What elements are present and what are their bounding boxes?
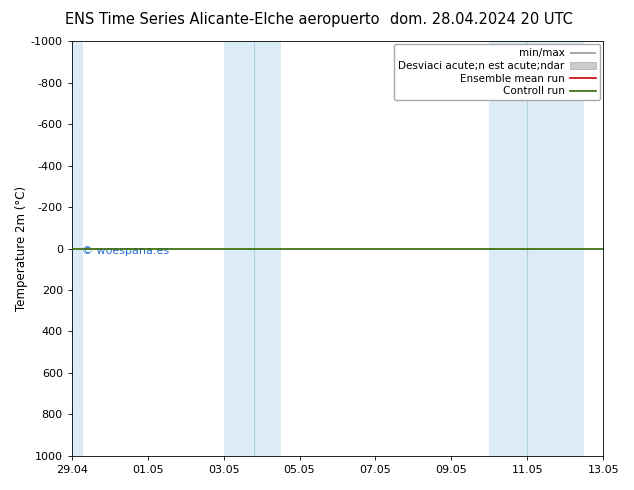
Text: dom. 28.04.2024 20 UTC: dom. 28.04.2024 20 UTC [391,12,573,27]
Legend: min/max, Desviaci acute;n est acute;ndar, Ensemble mean run, Controll run: min/max, Desviaci acute;n est acute;ndar… [394,44,600,100]
Text: © woespana.es: © woespana.es [82,246,169,256]
Text: ENS Time Series Alicante-Elche aeropuerto: ENS Time Series Alicante-Elche aeropuert… [65,12,379,27]
Bar [224,41,281,456]
Bar [489,41,584,456]
Bar [70,41,83,456]
Y-axis label: Temperature 2m (°C): Temperature 2m (°C) [15,186,28,311]
